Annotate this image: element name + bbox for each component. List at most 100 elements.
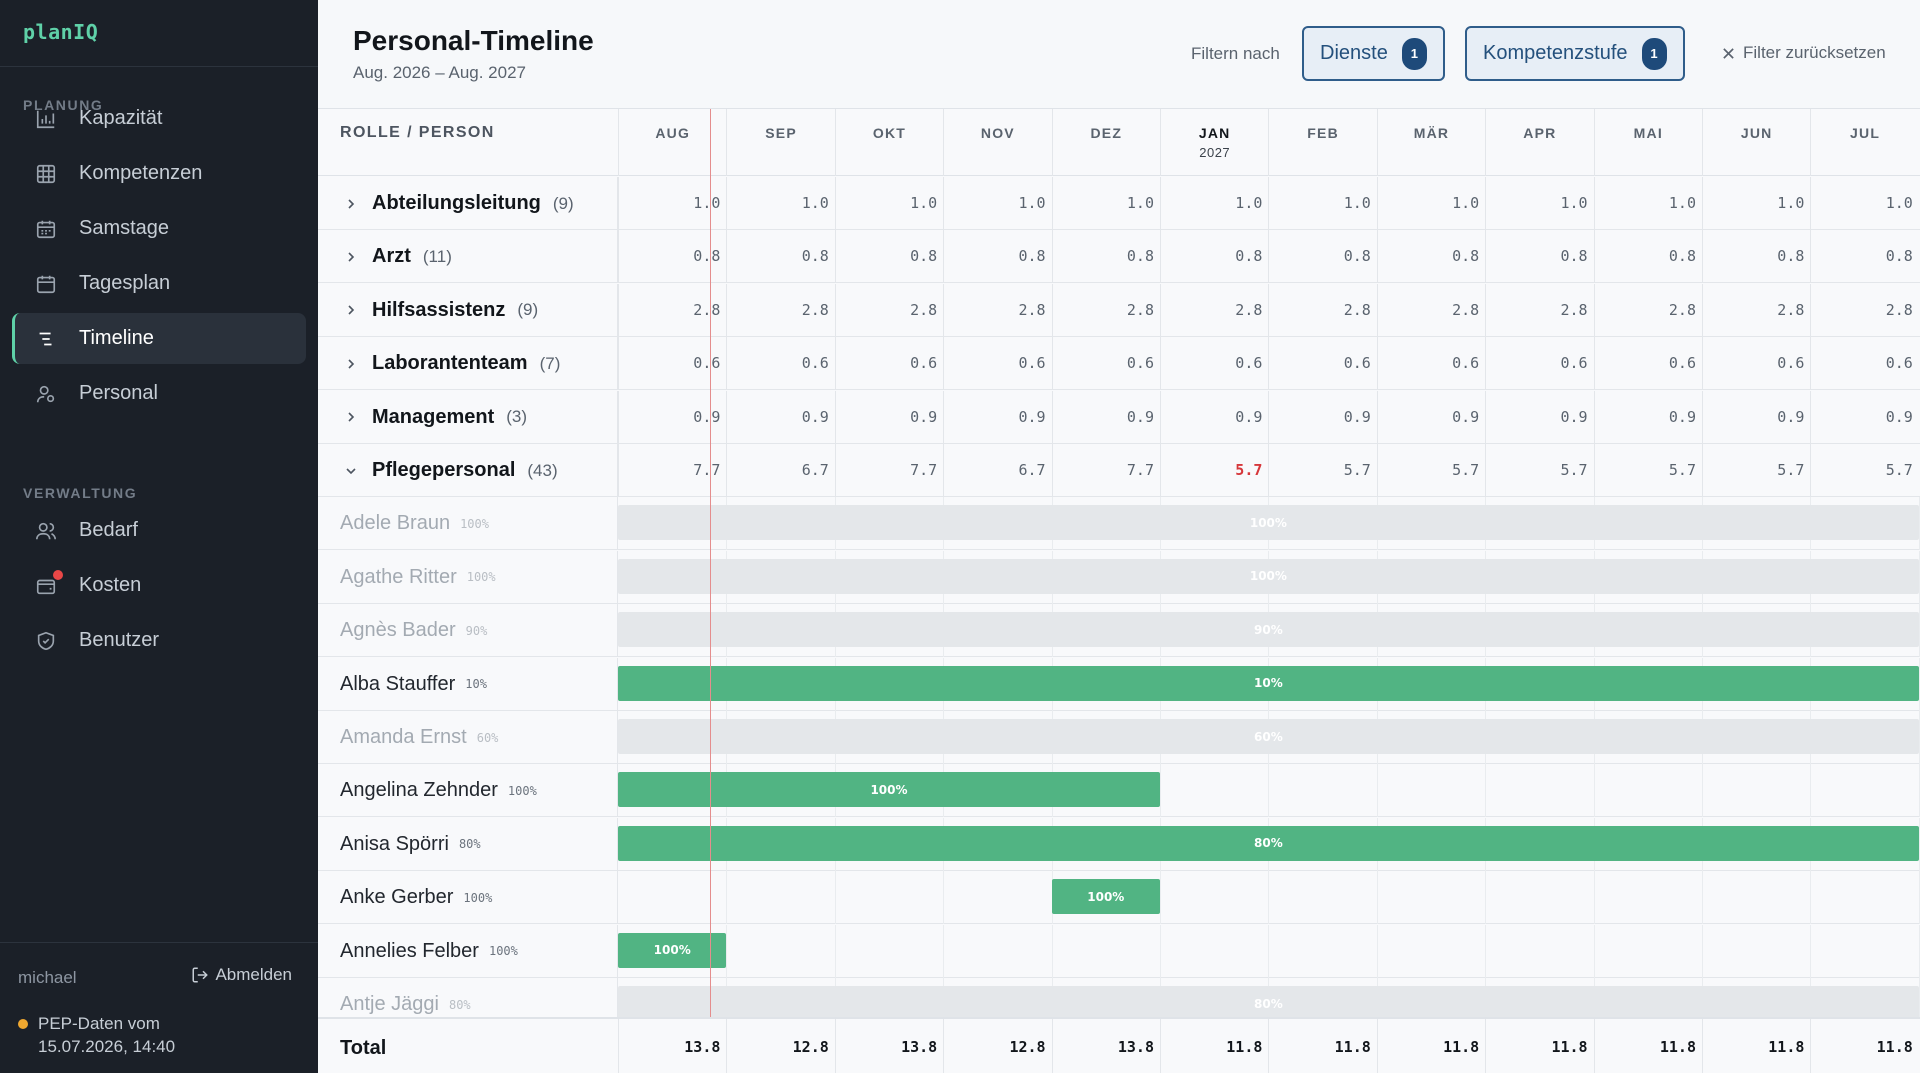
reset-filters-label: Filter zurücksetzen bbox=[1743, 43, 1886, 62]
person-row[interactable]: Annelies Felber 100% 100% bbox=[318, 924, 1920, 978]
group-row[interactable]: Laborantenteam (7) 0.6 0.6 0.6 0.6 0.6 0.6 0.6 0.… bbox=[318, 337, 1920, 391]
sidebar-item-benutzer[interactable]: Benutzer bbox=[12, 615, 306, 666]
person-row[interactable]: Agathe Ritter 100% 100% bbox=[318, 550, 1920, 604]
group-name: Pflegepersonal bbox=[372, 459, 516, 481]
chevron-right-icon[interactable] bbox=[340, 304, 362, 316]
total-cell: 11.8 bbox=[1268, 1019, 1376, 1073]
sidebar-item-kompetenzen[interactable]: Kompetenzen bbox=[12, 148, 306, 199]
person-label-cell: Antje Jäggi 80% bbox=[318, 978, 618, 1017]
person-row[interactable]: Anke Gerber 100% 100% bbox=[318, 871, 1920, 925]
person-row[interactable]: Adele Braun 100% 100% bbox=[318, 497, 1920, 551]
month-label: APR bbox=[1523, 125, 1557, 141]
group-count: (3) bbox=[506, 407, 528, 427]
capacity-cell: 0.6 bbox=[943, 337, 1051, 391]
month-label: MAI bbox=[1633, 125, 1663, 141]
assignment-bar[interactable]: 100% bbox=[1051, 879, 1160, 915]
brand-logo[interactable]: planIQ bbox=[23, 20, 99, 44]
sidebar-item-bedarf[interactable]: Bedarf bbox=[12, 505, 306, 556]
group-name: Abteilungsleitung bbox=[372, 192, 541, 214]
assignment-bar[interactable]: 80% bbox=[618, 825, 1919, 861]
assignment-bar[interactable]: 100% bbox=[618, 558, 1919, 594]
grid-line bbox=[1810, 764, 1812, 818]
group-count: (9) bbox=[552, 193, 574, 213]
person-settings-icon bbox=[33, 381, 59, 407]
capacity-cell: 7.7 bbox=[1051, 444, 1160, 497]
main-content: Personal-Timeline Aug. 2026 – Aug. 2027 … bbox=[318, 0, 1920, 1073]
capacity-cell: 0.8 bbox=[618, 230, 726, 284]
capacity-cell: 1.0 bbox=[1376, 177, 1485, 230]
person-label-cell: Alba Stauffer 10% bbox=[318, 657, 618, 711]
grid-line bbox=[1918, 497, 1920, 551]
chevron-right-icon[interactable] bbox=[340, 251, 362, 263]
capacity-cell: 0.9 bbox=[1485, 390, 1593, 444]
total-cell: 11.8 bbox=[1810, 1019, 1918, 1073]
group-row[interactable]: Abteilungsleitung (9) 1.0 1.0 1.0 1.0 1.0 1.0 1.… bbox=[318, 177, 1920, 230]
capacity-cell: 7.7 bbox=[834, 444, 943, 497]
chevron-right-icon[interactable] bbox=[340, 411, 362, 423]
assignment-bar[interactable]: 60% bbox=[618, 719, 1919, 754]
grid-line bbox=[1485, 871, 1487, 925]
grid-line bbox=[1593, 871, 1595, 925]
chevron-down-icon[interactable] bbox=[340, 465, 362, 477]
capacity-cell: 5.7 bbox=[1485, 444, 1593, 497]
capacity-cell: 1.0 bbox=[618, 177, 726, 230]
grid-line bbox=[1918, 604, 1920, 658]
group-label-cell: Hilfsassistenz (9) bbox=[318, 283, 618, 337]
capacity-cell: 0.9 bbox=[1810, 390, 1918, 444]
sidebar-item-kapazit-t[interactable]: Kapazität bbox=[12, 93, 306, 144]
total-cell: 13.8 bbox=[1051, 1019, 1160, 1073]
person-workload: 100% bbox=[466, 570, 496, 585]
filter-dienste-button[interactable]: Dienste 1 bbox=[1302, 26, 1445, 81]
filter-kompetenzstufe-button[interactable]: Kompetenzstufe 1 bbox=[1465, 26, 1685, 81]
person-row[interactable]: Anisa Spörri 80% 80% bbox=[318, 817, 1920, 871]
sidebar-item-kosten[interactable]: Kosten bbox=[12, 560, 306, 611]
person-name: Angelina Zehnder bbox=[340, 779, 498, 802]
person-row[interactable]: Antje Jäggi 80% 80% bbox=[318, 978, 1920, 1017]
logout-label: Abmelden bbox=[215, 965, 292, 984]
sidebar-item-timeline[interactable]: Timeline bbox=[12, 313, 306, 364]
total-cell: 12.8 bbox=[943, 1019, 1051, 1073]
sidebar-item-label: Personal bbox=[79, 382, 158, 404]
logout-button[interactable]: Abmelden bbox=[191, 965, 292, 985]
sidebar-item-tagesplan[interactable]: Tagesplan bbox=[12, 258, 306, 309]
grid-line bbox=[1268, 764, 1270, 818]
person-workload: 100% bbox=[460, 516, 489, 531]
month-header: SEP bbox=[726, 109, 834, 176]
group-row[interactable]: Hilfsassistenz (9) 2.8 2.8 2.8 2.8 2.8 2.8 2.8 2.… bbox=[318, 283, 1920, 337]
capacity-cell: 0.6 bbox=[726, 337, 834, 391]
group-row[interactable]: Arzt (11) 0.8 0.8 0.8 0.8 0.8 0.8 0.8 0.8 0.8 0.8 0.… bbox=[318, 230, 1920, 284]
capacity-cell: 6.7 bbox=[943, 444, 1051, 497]
chevron-right-icon[interactable] bbox=[340, 198, 362, 210]
sidebar-item-personal[interactable]: Personal bbox=[12, 368, 306, 419]
assignment-bar[interactable]: 100% bbox=[618, 772, 1160, 808]
group-row[interactable]: Pflegepersonal (43) 7.7 6.7 7.7 6.7 7.7 5.7 5.7 5… bbox=[318, 444, 1920, 497]
person-row[interactable]: Alba Stauffer 10% 10% bbox=[318, 657, 1920, 711]
total-cell: 11.8 bbox=[1593, 1019, 1702, 1073]
pep-status-line2: 15.07.2026, 14:40 bbox=[38, 1037, 176, 1056]
capacity-cell: 0.8 bbox=[1051, 230, 1160, 284]
total-cell: 12.8 bbox=[726, 1019, 834, 1073]
capacity-cell: 2.8 bbox=[1376, 283, 1485, 337]
assignment-bar[interactable]: 10% bbox=[618, 665, 1919, 701]
person-row[interactable]: Agnès Bader 90% 90% bbox=[318, 604, 1920, 658]
group-count: (43) bbox=[527, 460, 558, 480]
sidebar-item-label: Timeline bbox=[79, 327, 154, 349]
grid-line bbox=[943, 924, 945, 978]
capacity-cell: 2.8 bbox=[1810, 283, 1918, 337]
sidebar-item-samstage[interactable]: Samstage bbox=[12, 203, 306, 254]
chevron-right-icon[interactable] bbox=[340, 358, 362, 370]
assignment-bar[interactable]: 100% bbox=[618, 505, 1919, 541]
reset-filters-button[interactable]: Filter zurücksetzen bbox=[1722, 43, 1886, 63]
assignment-bar[interactable]: 80% bbox=[618, 986, 1919, 1017]
person-row[interactable]: Amanda Ernst 60% 60% bbox=[318, 711, 1920, 764]
timeline-icon bbox=[33, 326, 59, 352]
group-row[interactable]: Management (3) 0.9 0.9 0.9 0.9 0.9 0.9 0.9 0.9 0.9… bbox=[318, 390, 1920, 444]
person-name: Anke Gerber bbox=[340, 886, 454, 909]
capacity-cell: 0.9 bbox=[726, 390, 834, 444]
group-name: Management bbox=[372, 405, 495, 428]
person-row[interactable]: Angelina Zehnder 100% 100% bbox=[318, 764, 1920, 818]
wallet-icon bbox=[33, 569, 63, 599]
assignment-bar[interactable]: 90% bbox=[618, 612, 1919, 648]
assignment-bar[interactable]: 100% bbox=[618, 932, 727, 968]
filter-label: Filtern nach bbox=[1191, 44, 1280, 63]
